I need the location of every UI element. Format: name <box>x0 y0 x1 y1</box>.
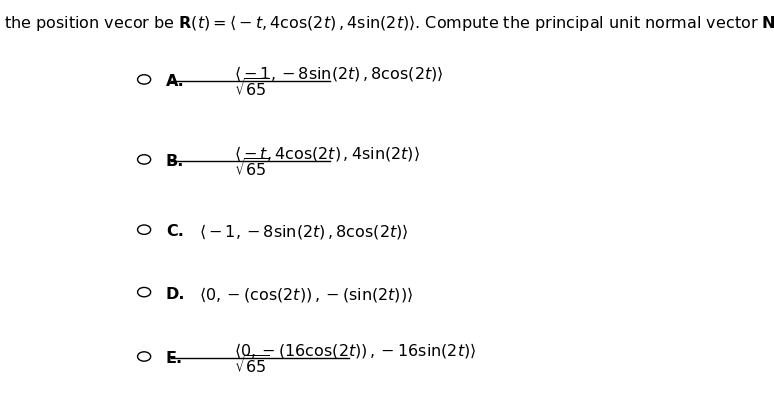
Text: C.: C. <box>166 224 183 239</box>
Text: D.: D. <box>166 286 186 301</box>
Text: $\langle -t, 4\cos(2t)\, , 4\sin(2t)\rangle$: $\langle -t, 4\cos(2t)\, , 4\sin(2t)\ran… <box>235 144 420 163</box>
Text: $\sqrt{65}$: $\sqrt{65}$ <box>235 355 270 377</box>
Text: A.: A. <box>166 74 185 89</box>
Text: $\langle 0, -(\cos(2t))\, , -(\sin(2t))\rangle$: $\langle 0, -(\cos(2t))\, , -(\sin(2t))\… <box>199 285 413 303</box>
Text: $\sqrt{65}$: $\sqrt{65}$ <box>235 78 270 100</box>
Text: $\langle -1, -8\sin(2t)\, , 8\cos(2t)\rangle$: $\langle -1, -8\sin(2t)\, , 8\cos(2t)\ra… <box>199 222 409 241</box>
Text: $\langle 0, -(16\cos(2t))\, , -16\sin(2t)\rangle$: $\langle 0, -(16\cos(2t))\, , -16\sin(2t… <box>235 341 477 360</box>
Text: E.: E. <box>166 351 183 366</box>
Text: B.: B. <box>166 154 184 169</box>
Text: Let the position vecor be $\mathbf{R}(t) = \langle -t, 4\cos(2t)\, , 4\sin(2t)\r: Let the position vecor be $\mathbf{R}(t)… <box>0 13 774 33</box>
Text: $\langle -1, -8\sin(2t)\, , 8\cos(2t)\rangle$: $\langle -1, -8\sin(2t)\, , 8\cos(2t)\ra… <box>235 64 444 83</box>
Text: $\sqrt{65}$: $\sqrt{65}$ <box>235 158 270 180</box>
